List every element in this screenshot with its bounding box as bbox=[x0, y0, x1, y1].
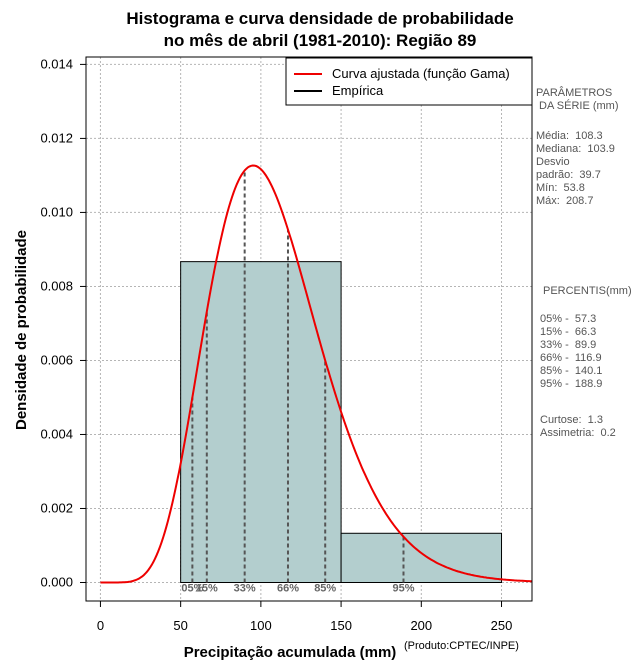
moments-list: Curtose: 1.3 Assimetria: 0.2 bbox=[540, 414, 616, 439]
x-tick-label: 50 bbox=[173, 618, 187, 633]
params-list: Média: 108.3 Mediana: 103.9 Desvio padrã… bbox=[536, 130, 615, 207]
chart-title-line2: no mês de abril (1981-2010): Região 89 bbox=[163, 31, 477, 50]
plot-frame bbox=[85, 56, 533, 602]
legend-box bbox=[285, 57, 533, 106]
percentis-list: 05% - 57.3 15% - 66.3 33% - 89.9 66% - 1… bbox=[540, 313, 603, 390]
percentis-title: PERCENTIS(mm) bbox=[543, 285, 632, 297]
source-credit: (Produto:CPTEC/INPE) bbox=[404, 640, 519, 652]
x-tick-label: 200 bbox=[410, 618, 432, 633]
histogram-bar bbox=[340, 532, 503, 583]
x-tick-label: 250 bbox=[491, 618, 513, 633]
gamma-curve bbox=[100, 164, 533, 584]
y-tick-label: 0.000 bbox=[40, 574, 73, 589]
params-title: PARÂMETROS DA SÉRIE (mm) bbox=[536, 87, 619, 112]
y-tick-label: 0.004 bbox=[40, 426, 73, 441]
percentile-label: 66% bbox=[277, 582, 299, 594]
y-tick-label: 0.006 bbox=[40, 352, 73, 367]
y-axis-label: Densidade de probabilidade bbox=[13, 230, 30, 430]
y-tick-label: 0.008 bbox=[40, 278, 73, 293]
y-tick-label: 0.010 bbox=[40, 204, 73, 219]
percentile-label: 85% bbox=[314, 582, 336, 594]
x-tick-label: 0 bbox=[97, 618, 104, 633]
chart-title-line1: Histograma e curva densidade de probabil… bbox=[126, 9, 514, 28]
x-axis-label: Precipitação acumulada (mm) bbox=[184, 644, 397, 660]
x-tick-label: 100 bbox=[250, 618, 272, 633]
legend-label: Empírica bbox=[332, 83, 384, 98]
histogram-bar bbox=[180, 261, 342, 583]
percentile-label: 05% bbox=[181, 582, 203, 594]
legend-label: Curva ajustada (função Gama) bbox=[332, 66, 510, 81]
percentile-label: 95% bbox=[392, 582, 414, 594]
y-tick-label: 0.002 bbox=[40, 500, 73, 515]
percentile-label: 15% bbox=[196, 582, 218, 594]
y-tick-label: 0.012 bbox=[40, 130, 73, 145]
percentile-label: 33% bbox=[234, 582, 256, 594]
x-tick-label: 150 bbox=[330, 618, 352, 633]
y-tick-label: 0.014 bbox=[40, 56, 73, 71]
